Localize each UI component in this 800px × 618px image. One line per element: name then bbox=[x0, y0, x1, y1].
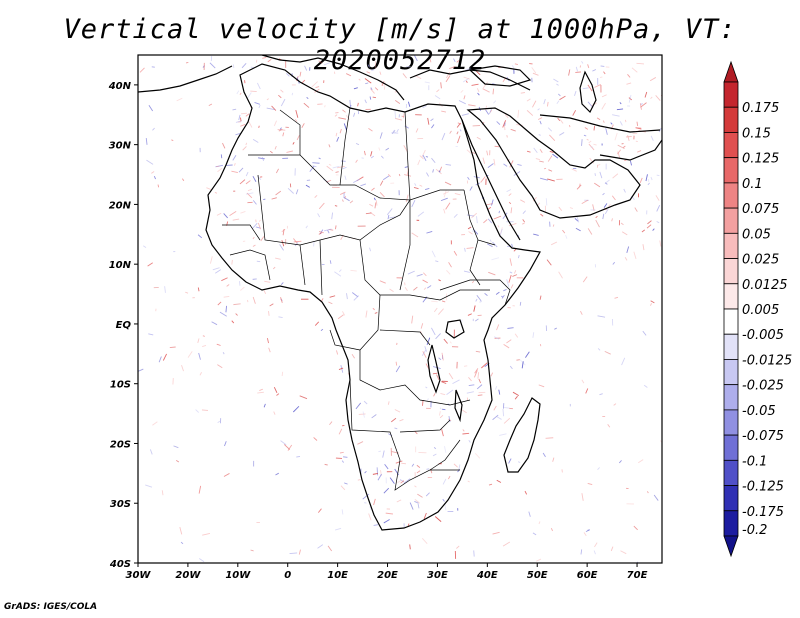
colorbar-label: 0.025 bbox=[742, 253, 779, 268]
colorbar-label: 0.075 bbox=[742, 202, 779, 217]
lon-tick-label: 0 bbox=[284, 570, 291, 581]
colorbar-label: -0.005 bbox=[742, 328, 784, 343]
colorbar-segment bbox=[723, 232, 739, 259]
colorbar-top-arrow bbox=[723, 60, 739, 83]
madagascar-coastline bbox=[503, 397, 541, 473]
lake-victoria bbox=[445, 319, 465, 339]
lon-tick-label: 40E bbox=[476, 570, 498, 581]
colorbar-label: -0.025 bbox=[742, 379, 784, 394]
colorbar-segment bbox=[723, 485, 739, 512]
colorbar-label: 0.005 bbox=[742, 303, 779, 318]
asia-coastline bbox=[539, 114, 662, 161]
colorbar-segment bbox=[723, 283, 739, 310]
colorbar-segment bbox=[723, 384, 739, 411]
lat-tick-label: EQ bbox=[116, 320, 132, 331]
colorbar-segment bbox=[723, 132, 739, 159]
colorbar-segment bbox=[723, 459, 739, 486]
lon-tick-label: 60E bbox=[577, 570, 598, 581]
plot-frame bbox=[137, 54, 663, 564]
lon-tick-label: 10W bbox=[225, 570, 251, 581]
colorbar-segment bbox=[723, 81, 739, 108]
colorbar-label: -0.075 bbox=[742, 429, 784, 444]
colorbar-segment bbox=[723, 308, 739, 335]
coastlines bbox=[138, 55, 662, 531]
colorbar-label: 0.175 bbox=[742, 101, 779, 116]
colorbar-segment bbox=[723, 409, 739, 436]
credit-text: GrADS: IGES/COLA bbox=[4, 602, 98, 612]
colorbar-label: 0.0125 bbox=[742, 278, 788, 293]
lat-tick-label: 10S bbox=[110, 380, 131, 391]
country-borders bbox=[222, 107, 511, 491]
caspian-coastline bbox=[579, 70, 597, 114]
lat-tick-label: 40N bbox=[108, 81, 132, 92]
colorbar-segment bbox=[723, 207, 739, 234]
colorbar-segment bbox=[723, 359, 739, 386]
lat-tick-label: 20S bbox=[110, 439, 131, 450]
colorbar-label: 0.15 bbox=[742, 126, 771, 141]
lon-tick-label: 10E bbox=[327, 570, 348, 581]
colorbar-label: 0.05 bbox=[742, 227, 771, 242]
colorbar-label: 0.125 bbox=[742, 152, 779, 167]
colorbar-segment bbox=[723, 333, 739, 360]
arabia-coastline bbox=[466, 107, 641, 219]
lon-tick-label: 20E bbox=[377, 570, 398, 581]
red-sea-coastline bbox=[461, 119, 521, 241]
lon-tick-label: 70E bbox=[627, 570, 648, 581]
lon-tick-label: 50E bbox=[527, 570, 548, 581]
colorbar-segment bbox=[723, 106, 739, 133]
vertical-velocity-field bbox=[138, 55, 662, 563]
lat-tick-label: 30S bbox=[110, 499, 131, 510]
colorbar-label: -0.05 bbox=[742, 404, 776, 419]
lat-tick-label: 10N bbox=[109, 260, 132, 271]
colorbar-segment bbox=[723, 258, 739, 285]
chart-title: Vertical velocity [m/s] at 1000hPa, VT: … bbox=[63, 14, 737, 76]
lat-tick-label: 40S bbox=[109, 559, 131, 570]
lat-tick-label: 30N bbox=[109, 141, 132, 152]
colorbar-label: -0.1 bbox=[742, 454, 767, 469]
colorbar-bottom-arrow bbox=[723, 535, 739, 558]
black-sea-coastline bbox=[468, 65, 532, 87]
lat-tick-label: 20N bbox=[109, 200, 132, 211]
colorbar-segment bbox=[723, 157, 739, 184]
colorbar-label: -0.175 bbox=[742, 505, 784, 520]
colorbar-segment bbox=[723, 182, 739, 209]
colorbar-label: -0.0125 bbox=[742, 353, 792, 368]
lon-tick-label: 30E bbox=[427, 570, 448, 581]
colorbar-segment bbox=[723, 510, 739, 537]
lake-malawi bbox=[454, 389, 463, 423]
colorbar-label: 0.1 bbox=[742, 177, 763, 192]
lon-tick-label: 30W bbox=[126, 570, 152, 581]
colorbar-label: -0.125 bbox=[742, 480, 784, 495]
lon-tick-label: 20W bbox=[175, 570, 201, 581]
axis-ticks: 30W 20W 10W 0 10E 20E 30E 40E 50E 60E 70E 40N 30N 20N… bbox=[108, 81, 648, 581]
colorbar-segment bbox=[723, 434, 739, 461]
africa-coastline bbox=[205, 63, 541, 531]
lake-tanganyika bbox=[427, 344, 441, 394]
colorbar-label: -0.2 bbox=[742, 523, 767, 538]
europe-coastline bbox=[138, 55, 531, 101]
colorbar: 0.175 0.15 0.125 0.1 0.075 0.05 0.025 0.0125 0.0… bbox=[723, 60, 792, 558]
